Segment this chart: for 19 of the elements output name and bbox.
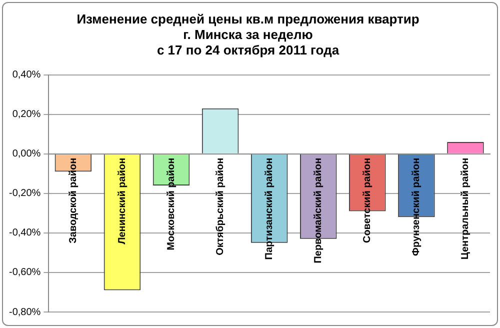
x-tick-label: Московский район [166,158,178,250]
text: г. Минска за неделю [183,26,313,42]
x-tick-label: Заводской район [68,158,79,244]
text: с 17 по 24 октября 2011 года [156,42,340,58]
y-tick-label: 0,20% [12,109,41,120]
y-tick-label: -0,20% [8,188,41,200]
y-tick-label: -0,40% [8,228,41,239]
x-tick-label: Ленинский район [116,158,128,244]
y-tick-label: 0,00% [12,148,41,160]
x-tick-label: Партизанский район [264,158,276,260]
y-tick-label: -0,80% [8,306,41,318]
x-tick-label: Фрунзенский район [411,158,422,256]
y-tick-label: -0,60% [8,267,41,278]
x-tick-label: Октябрьский район [215,158,226,256]
text: Изменение средней цены кв.м предложения квартир [76,11,420,26]
x-tick-label: Советский район [362,158,374,244]
y-tick-label: 0,40% [12,70,41,81]
x-tick-label: Центральный район [460,158,472,260]
x-tick-label: Первомайский район [313,158,324,264]
